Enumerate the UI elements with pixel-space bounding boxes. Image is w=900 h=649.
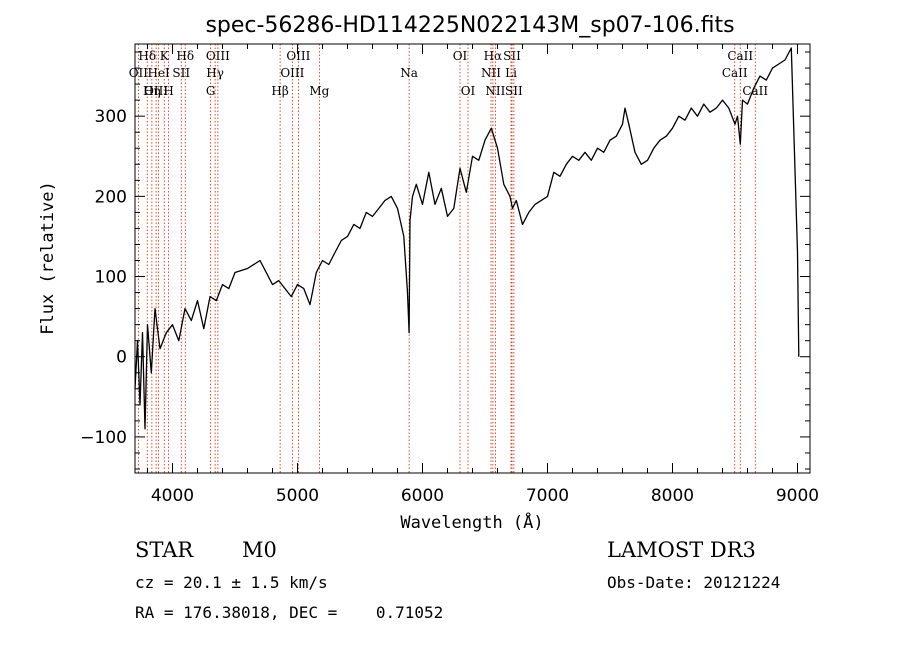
- object-subclass: M0: [242, 538, 277, 562]
- y-tick-label: −100: [80, 428, 127, 448]
- spectrum-line: [134, 47, 800, 430]
- spectrum-series: [134, 47, 800, 430]
- marker-label: G: [206, 84, 216, 98]
- y-tick-label: 300: [95, 107, 127, 127]
- marker-label: Mg: [309, 84, 329, 98]
- chart-axes: [134, 43, 811, 474]
- marker-label: OI: [453, 49, 468, 63]
- x-tick-label: 8000: [651, 486, 694, 506]
- marker-label: Hδ: [176, 49, 194, 63]
- x-tick-label: 6000: [401, 486, 444, 506]
- survey-label: LAMOST DR3: [607, 538, 756, 562]
- marker-label: Li: [505, 66, 517, 80]
- marker-label: H: [163, 84, 173, 98]
- obs-date-text: Obs-Date: 20121224: [607, 573, 781, 592]
- marker-label: OIII: [144, 84, 168, 98]
- marker-label: Na: [400, 66, 418, 80]
- marker-label: OII: [129, 66, 149, 80]
- spectral-line-markers: Hδ OII OIII K HeI Hη SII H Hδ OIII Hγ G Hβ OIII OIII Mg…: [129, 44, 768, 473]
- marker-label: Hα: [484, 49, 503, 63]
- marker-label: SII: [503, 49, 521, 63]
- marker-label: K: [160, 49, 170, 63]
- marker-label: CaII: [727, 49, 753, 63]
- marker-label: HeI: [147, 66, 170, 80]
- y-tick-label: 0: [116, 348, 127, 368]
- y-axis-label: Flux (relative): [38, 181, 58, 335]
- object-class: STAR: [135, 538, 194, 562]
- marker-label: Hη: [143, 84, 161, 98]
- marker-label: Hβ: [271, 84, 288, 98]
- y-tick-label: 100: [95, 268, 127, 288]
- x-tick-label: 7000: [526, 486, 569, 506]
- marker-label: Hδ: [138, 49, 156, 63]
- redshift-text: cz = 20.1 ± 1.5 km/s: [135, 573, 328, 592]
- plot-frame: [134, 43, 811, 474]
- y-tick-label: 200: [95, 187, 127, 207]
- x-axis-ticks: 4000 5000 6000 7000 8000 9000: [147, 44, 819, 506]
- marker-label: OI: [461, 84, 476, 98]
- marker-label: CaII: [722, 66, 748, 80]
- coordinates-text: RA = 176.38018, DEC = 0.71052: [135, 603, 444, 622]
- x-tick-label: 4000: [151, 486, 194, 506]
- x-axis-label: Wavelength (Å): [400, 511, 543, 533]
- marker-label: NII: [485, 84, 505, 98]
- marker-label: OIII: [280, 66, 304, 80]
- marker-label: SII: [172, 66, 190, 80]
- marker-label: OIII: [286, 49, 310, 63]
- y-axis-ticks: −100 0 100 200 300: [80, 51, 810, 470]
- marker-label: SII: [505, 84, 523, 98]
- x-tick-label: 5000: [276, 486, 319, 506]
- marker-label: Hγ: [206, 66, 224, 80]
- chart-title: spec-56286-HD114225N022143M_sp07-106.fit…: [205, 13, 734, 38]
- x-tick-label: 9000: [776, 486, 819, 506]
- marker-label: CaII: [742, 84, 768, 98]
- marker-label: OIII: [206, 49, 230, 63]
- marker-label: NII: [481, 66, 501, 80]
